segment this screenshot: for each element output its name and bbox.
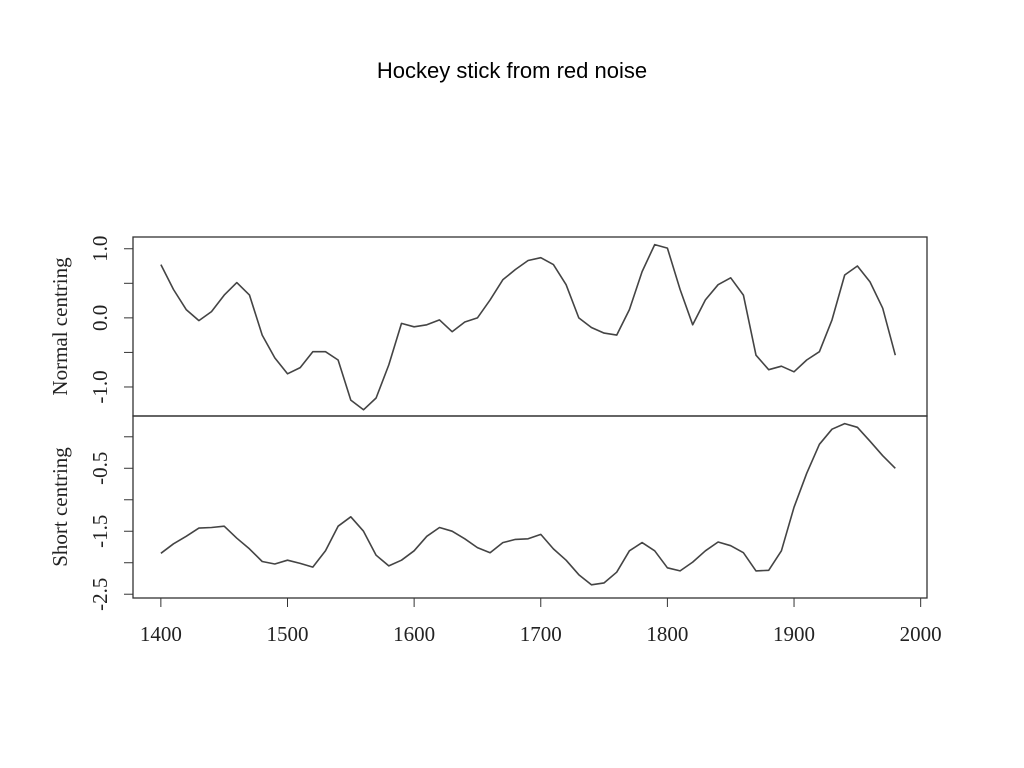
y-axis-label: Normal centring — [48, 257, 72, 396]
y-axis-label: Short centring — [48, 447, 72, 567]
y-tick-label: -0.5 — [88, 452, 112, 485]
y-tick-label: 1.0 — [88, 236, 112, 262]
y-tick-label: -1.5 — [88, 515, 112, 548]
x-tick-label: 1600 — [393, 622, 435, 646]
line-series — [160, 243, 897, 411]
x-tick-label: 1900 — [773, 622, 815, 646]
plot-frame — [132, 236, 928, 417]
plot-frame — [132, 415, 928, 599]
x-tick-label: 1700 — [520, 622, 562, 646]
line-series — [160, 422, 896, 586]
x-tick-label: 1500 — [266, 622, 308, 646]
x-tick-label: 1800 — [646, 622, 688, 646]
chart-title: Hockey stick from red noise — [377, 58, 647, 83]
y-tick-label: 0.0 — [88, 305, 112, 331]
x-tick-label: 1400 — [140, 622, 182, 646]
y-tick-label: -1.0 — [88, 370, 112, 403]
x-tick-label: 2000 — [900, 622, 942, 646]
y-tick-label: -2.5 — [88, 578, 112, 611]
